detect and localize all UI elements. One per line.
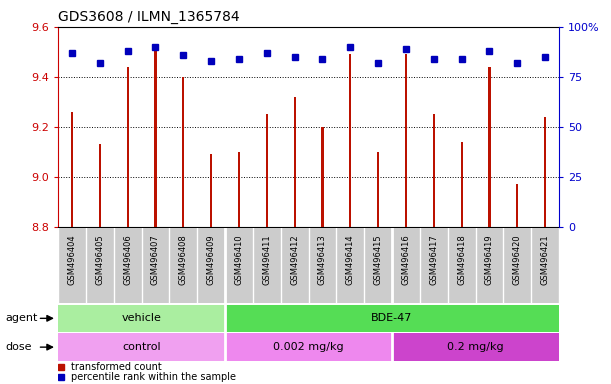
Bar (392, 333, 559, 361)
Text: transformed count: transformed count (71, 362, 161, 372)
Bar (461, 142, 463, 227)
Text: agent: agent (5, 313, 37, 323)
Bar (225, 305, 559, 332)
Text: GSM496409: GSM496409 (207, 235, 216, 285)
Bar (293, 97, 296, 227)
Bar (99, 144, 101, 227)
Bar (488, 67, 491, 227)
Text: GSM496414: GSM496414 (346, 235, 355, 285)
Text: GSM496418: GSM496418 (457, 235, 466, 285)
Bar (544, 117, 546, 227)
Text: GSM496406: GSM496406 (123, 235, 132, 285)
Text: GSM496410: GSM496410 (235, 235, 243, 285)
Bar (71, 112, 73, 227)
Text: GDS3608 / ILMN_1365784: GDS3608 / ILMN_1365784 (58, 10, 240, 23)
Bar (266, 114, 268, 227)
Text: GSM496415: GSM496415 (374, 235, 382, 285)
Bar (238, 152, 240, 227)
Text: GSM496408: GSM496408 (179, 235, 188, 285)
Bar (155, 47, 156, 227)
Text: GSM496412: GSM496412 (290, 235, 299, 285)
Bar (126, 67, 129, 227)
Bar (210, 154, 212, 227)
Bar (58, 305, 225, 332)
Bar (58, 333, 225, 361)
Text: GSM496407: GSM496407 (151, 235, 160, 285)
Text: percentile rank within the sample: percentile rank within the sample (71, 372, 236, 382)
Text: dose: dose (5, 342, 31, 352)
Text: 0.002 mg/kg: 0.002 mg/kg (273, 342, 344, 352)
Text: BDE-47: BDE-47 (371, 313, 413, 323)
Bar (349, 54, 351, 227)
Bar (321, 127, 324, 227)
Text: 0.2 mg/kg: 0.2 mg/kg (447, 342, 504, 352)
Bar (433, 114, 435, 227)
Text: GSM496420: GSM496420 (513, 235, 522, 285)
Text: control: control (122, 342, 161, 352)
Text: GSM496421: GSM496421 (541, 235, 550, 285)
Text: GSM496405: GSM496405 (95, 235, 104, 285)
Bar (225, 333, 392, 361)
Bar (182, 77, 185, 227)
Bar (377, 152, 379, 227)
Text: GSM496416: GSM496416 (401, 235, 411, 285)
Bar (516, 184, 518, 227)
Text: GSM496404: GSM496404 (67, 235, 76, 285)
Bar (405, 54, 407, 227)
Text: GSM496411: GSM496411 (262, 235, 271, 285)
Text: GSM496419: GSM496419 (485, 235, 494, 285)
Text: GSM496413: GSM496413 (318, 235, 327, 285)
Text: GSM496417: GSM496417 (430, 235, 438, 285)
Text: vehicle: vehicle (122, 313, 161, 323)
